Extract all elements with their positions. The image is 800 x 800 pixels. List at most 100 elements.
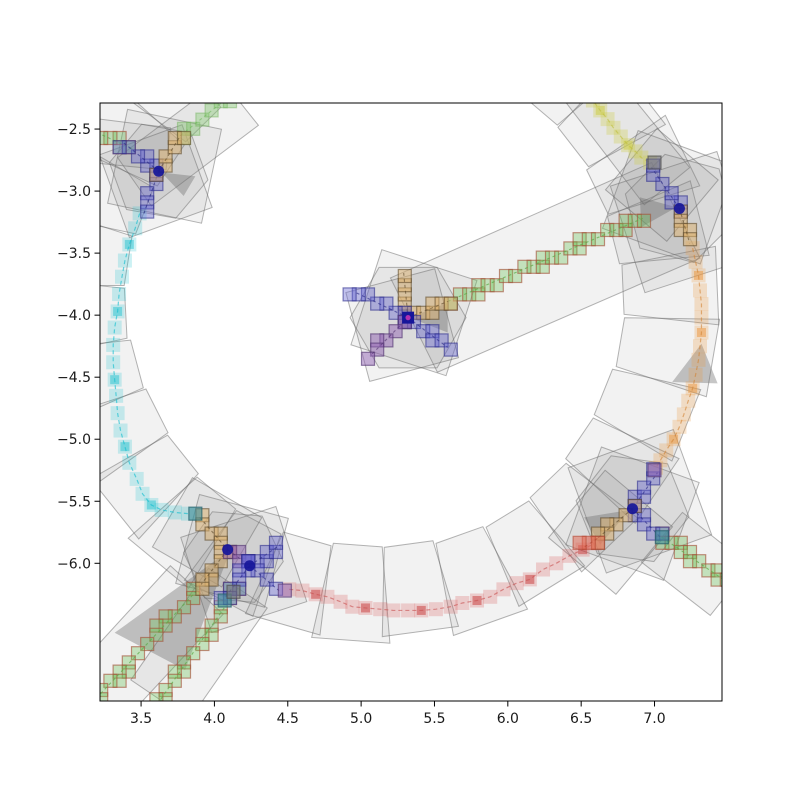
blue-arm-line: [224, 565, 251, 599]
marker-square: [112, 287, 127, 302]
robot-dot: [244, 560, 256, 572]
blue-arm-line: [632, 508, 661, 538]
salmon-arm: [572, 535, 606, 550]
robot-dot: [627, 503, 639, 515]
marker-square: [536, 562, 551, 577]
tan-arm-line: [596, 508, 633, 539]
marker-square: [719, 572, 722, 587]
blue-arm-line: [353, 291, 409, 319]
marker-square: [213, 103, 228, 109]
y-tick-label: −4.5: [57, 370, 91, 386]
axes: 3.5 4.0 4.5 5.0 5.5 6.0 6.5 7.0 −2.5 −3.0 −3.5 −4.0…: [57, 102, 723, 727]
marker-square: [176, 130, 192, 146]
view-cone: [161, 172, 196, 197]
marker-square: [154, 502, 169, 517]
pink-trajectory-line: [289, 542, 595, 612]
marker-square: [636, 213, 652, 228]
pink-trajectory: [282, 536, 602, 618]
robot-dot: [673, 202, 685, 214]
marker-square: [100, 682, 109, 698]
y-tick-label: −3.0: [57, 184, 91, 200]
y-tick-label: −5.5: [57, 494, 91, 510]
center-robot-dot: [405, 315, 411, 321]
ring-sector: [100, 339, 144, 408]
x-tick-label: 6.0: [497, 711, 519, 727]
marker-square: [106, 355, 121, 370]
x-tick-label: 5.5: [423, 711, 445, 727]
ring-sector: [292, 0, 368, 57]
square-footprint: [604, 127, 719, 242]
ring-sector: [529, 462, 639, 573]
tan-arm-line: [678, 208, 691, 244]
ring-sector: [362, 0, 440, 57]
marker-square: [710, 572, 722, 587]
purple-arm-line: [227, 549, 250, 567]
marker-square: [86, 693, 99, 706]
green-topleft-up-line: [180, 103, 223, 136]
marker-square: [443, 342, 458, 357]
ring-sector: [311, 542, 391, 644]
marker-square: [195, 581, 210, 596]
marker-square: [311, 589, 321, 599]
grayend-end-square: [226, 584, 241, 599]
marker-square: [694, 270, 704, 280]
marker-square: [623, 140, 633, 150]
green-lowerright-exit-line: [661, 536, 722, 580]
ring-sector: [586, 114, 701, 215]
y-tick-label: −6.0: [57, 556, 91, 572]
marker-square: [124, 239, 134, 249]
marker-square: [342, 287, 357, 302]
cyan-trajectory-line: [112, 213, 189, 515]
green-bottomleft-A: [86, 581, 201, 706]
ring-sector: [100, 285, 128, 345]
cyan-trajectory: [106, 206, 196, 521]
x-tick-label: 4.0: [203, 711, 225, 727]
corridor-footprints: [100, 103, 722, 701]
ring-sector: [100, 388, 169, 482]
ring-sector: [615, 317, 721, 398]
blue-arm-line: [123, 142, 160, 172]
marker-square: [360, 351, 376, 366]
plot-area: [86, 0, 722, 706]
view-cone: [672, 343, 718, 384]
marker-square: [585, 103, 600, 108]
marker-square: [120, 442, 130, 452]
grayend-end-square: [647, 155, 662, 170]
tan-arm-line: [158, 134, 182, 172]
tan-arm-line: [199, 517, 229, 550]
marker-square: [222, 103, 238, 109]
x-tick-label: 7.0: [643, 711, 665, 727]
salmon-arm-line: [583, 538, 598, 548]
ring-sector: [435, 526, 529, 637]
ring-sector: [221, 103, 222, 104]
green-topleft-left-exit-line: [100, 133, 133, 150]
ring-sector: [557, 103, 667, 168]
ring-sector: [621, 245, 720, 326]
marker-square: [682, 232, 698, 247]
marker-square: [149, 692, 164, 701]
teal-end-square: [654, 530, 669, 545]
marker-square: [122, 237, 137, 252]
marker-square: [295, 583, 310, 598]
y-tick-label: −3.5: [57, 246, 91, 262]
trajectories: [106, 103, 709, 618]
axes-frame: [99, 102, 723, 702]
ring-sector: [422, 0, 507, 72]
marker-square: [100, 130, 109, 146]
view-cone: [639, 197, 677, 228]
marker-square: [572, 535, 587, 550]
blue-arm-line: [651, 167, 680, 209]
teal-end-square: [188, 506, 203, 521]
marker-square: [107, 320, 122, 335]
marker-square: [688, 254, 703, 269]
ring-sector: [100, 434, 200, 540]
ring-sector: [100, 225, 133, 287]
marker-square: [117, 439, 132, 454]
marker-square: [333, 594, 348, 609]
marker-square: [100, 692, 109, 701]
purple-end-square: [277, 583, 292, 598]
marker-square: [112, 140, 127, 155]
y-tick-label: −2.5: [57, 122, 91, 138]
robot-dot: [222, 544, 234, 556]
